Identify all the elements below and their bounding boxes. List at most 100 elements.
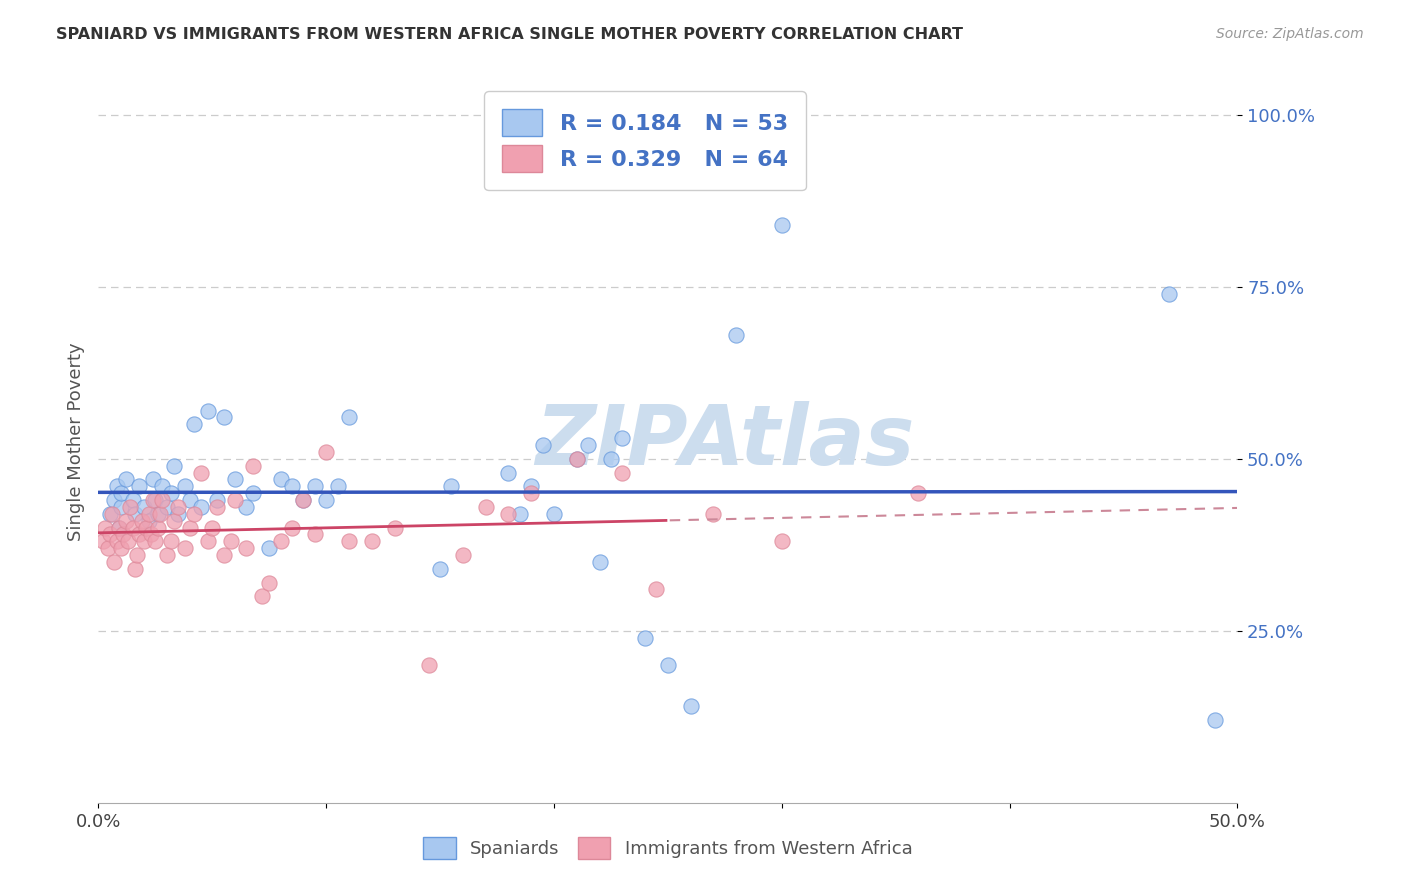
Point [292, 493, 315, 508]
Point [138, 507, 160, 521]
Point [205, 500, 228, 514]
Point [145, 534, 167, 549]
Point [679, 699, 702, 714]
Point [190, 500, 212, 514]
Point [520, 479, 543, 493]
Point [108, 520, 131, 534]
Point [146, 507, 169, 521]
Point [304, 479, 326, 493]
Point [242, 486, 264, 500]
Point [132, 534, 155, 549]
Point [235, 500, 257, 514]
Point [138, 514, 160, 528]
Point [156, 500, 179, 514]
Point [91, 534, 114, 549]
Legend: Spaniards, Immigrants from Western Africa: Spaniards, Immigrants from Western Afric… [416, 830, 920, 866]
Point [451, 548, 474, 562]
Point [270, 472, 292, 486]
Point [114, 472, 136, 486]
Point [142, 493, 165, 508]
Y-axis label: Single Mother Poverty: Single Mother Poverty [66, 343, 84, 541]
Point [1157, 286, 1180, 301]
Point [183, 507, 205, 521]
Point [531, 438, 554, 452]
Point [121, 520, 143, 534]
Point [259, 575, 281, 590]
Point [179, 520, 201, 534]
Point [212, 548, 235, 562]
Point [108, 520, 131, 534]
Point [224, 493, 246, 508]
Point [224, 472, 246, 486]
Point [219, 534, 242, 549]
Point [315, 493, 337, 508]
Point [103, 555, 125, 569]
Point [110, 486, 132, 500]
Point [292, 493, 315, 508]
Point [259, 541, 281, 556]
Point [576, 438, 599, 452]
Point [657, 658, 679, 673]
Point [110, 500, 132, 514]
Point [201, 520, 224, 534]
Point [235, 541, 257, 556]
Point [128, 527, 150, 541]
Point [103, 493, 125, 508]
Point [105, 534, 128, 549]
Point [337, 410, 360, 425]
Point [612, 431, 634, 445]
Point [252, 590, 274, 604]
Point [132, 500, 155, 514]
Point [281, 479, 304, 493]
Point [145, 493, 167, 508]
Point [110, 541, 132, 556]
Point [429, 562, 451, 576]
Point [612, 466, 634, 480]
Point [543, 507, 565, 521]
Point [120, 500, 142, 514]
Point [588, 555, 610, 569]
Point [179, 493, 201, 508]
Point [337, 534, 360, 549]
Point [174, 541, 197, 556]
Point [160, 534, 183, 549]
Point [98, 527, 121, 541]
Point [1204, 713, 1226, 727]
Point [131, 514, 153, 528]
Point [418, 658, 440, 673]
Point [645, 582, 668, 597]
Point [149, 507, 172, 521]
Point [183, 417, 205, 432]
Point [702, 507, 724, 521]
Point [112, 527, 135, 541]
Point [124, 562, 146, 576]
Point [101, 507, 124, 521]
Point [142, 472, 165, 486]
Point [128, 479, 150, 493]
Point [509, 507, 531, 521]
Point [150, 493, 173, 508]
Point [124, 507, 146, 521]
Point [98, 507, 121, 521]
Point [565, 451, 588, 466]
Point [121, 493, 143, 508]
Point [205, 493, 228, 508]
Point [117, 534, 139, 549]
Point [156, 548, 179, 562]
Point [162, 458, 184, 473]
Point [167, 500, 190, 514]
Point [474, 500, 496, 514]
Text: SPANIARD VS IMMIGRANTS FROM WESTERN AFRICA SINGLE MOTHER POVERTY CORRELATION CHA: SPANIARD VS IMMIGRANTS FROM WESTERN AFRI… [56, 27, 963, 42]
Point [127, 548, 149, 562]
Point [135, 520, 157, 534]
Point [197, 403, 219, 417]
Point [281, 520, 304, 534]
Point [139, 527, 162, 541]
Point [242, 458, 264, 473]
Point [212, 410, 235, 425]
Point [360, 534, 382, 549]
Point [520, 486, 543, 500]
Point [270, 534, 292, 549]
Point [167, 507, 190, 521]
Point [498, 466, 520, 480]
